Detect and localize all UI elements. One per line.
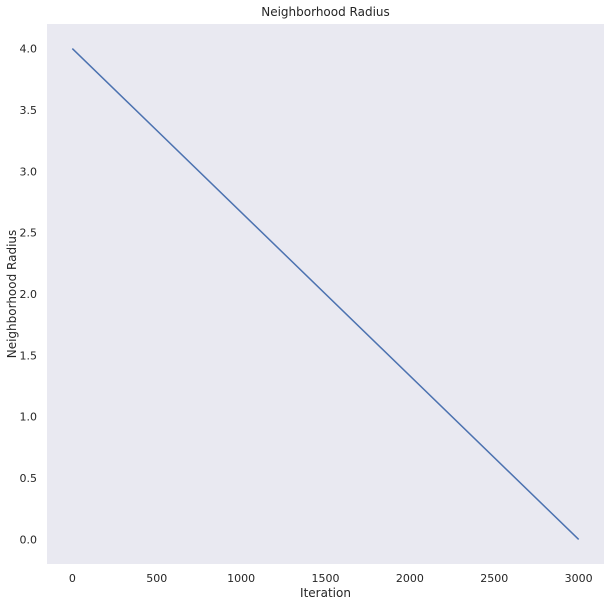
x-tick-label: 1000 — [227, 572, 255, 585]
y-tick-label: 3.5 — [20, 104, 38, 117]
y-tick-label: 2.5 — [20, 227, 38, 240]
y-tick-label: 0.5 — [20, 472, 38, 485]
y-tick-label: 4.0 — [20, 43, 38, 56]
y-tick-label: 1.0 — [20, 411, 38, 424]
y-axis-label: Neighborhood Radius — [5, 230, 19, 359]
y-tick-label: 3.0 — [20, 165, 38, 178]
x-tick-label: 500 — [146, 572, 167, 585]
y-tick-label: 0.0 — [20, 533, 38, 546]
chart-title: Neighborhood Radius — [261, 5, 390, 19]
y-tick-label: 1.5 — [20, 349, 38, 362]
series-layer — [71, 48, 580, 540]
y-axis: 0.0 0.5 1.0 1.5 2.0 2.5 3.0 3.5 4.0 — [20, 43, 38, 547]
x-axis-label: Iteration — [300, 586, 351, 600]
series-line — [71, 48, 580, 540]
x-tick-label: 2500 — [480, 572, 508, 585]
x-tick-label: 2000 — [396, 572, 424, 585]
x-tick-label: 0 — [69, 572, 76, 585]
x-tick-label: 1500 — [312, 572, 340, 585]
y-tick-label: 2.0 — [20, 288, 38, 301]
x-tick-label: 3000 — [565, 572, 593, 585]
x-axis: 0 500 1000 1500 2000 2500 3000 — [69, 572, 593, 585]
